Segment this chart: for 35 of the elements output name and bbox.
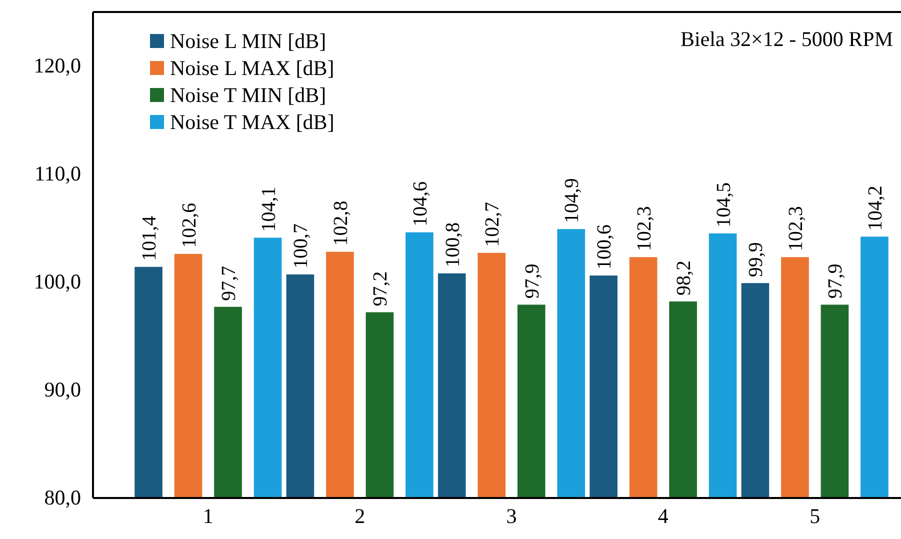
data-label: 100,7 [290,223,312,268]
data-label: 101,4 [138,216,161,261]
data-label: 102,3 [784,206,807,252]
data-label: 104,2 [864,186,886,231]
data-label: 102,6 [178,202,200,248]
x-tick-label: 3 [506,504,517,528]
data-label: 104,1 [258,186,280,232]
data-label: 97,9 [824,264,847,299]
legend-label: Noise L MIN [dB] [170,29,326,53]
data-label: 97,2 [370,271,392,306]
data-label: 97,7 [218,266,240,301]
data-label: 104,5 [712,182,735,228]
data-label: 100,6 [594,224,616,270]
data-label: 102,3 [633,206,656,252]
y-tick-label: 80,0 [44,486,81,510]
x-tick-label: 5 [810,504,820,528]
data-label: 99,9 [745,242,768,278]
data-label: 102,8 [330,200,352,246]
x-tick-label: 4 [658,504,669,528]
x-tick-label: 2 [354,504,366,528]
y-tick-label: 120,0 [34,54,81,78]
data-label: 102,7 [482,202,504,247]
y-tick-label: 100,0 [34,270,81,294]
data-label: 104,6 [409,181,432,226]
x-tick-label: 1 [202,504,214,528]
data-label: 98,2 [673,260,696,296]
annotation: Biela 32×12 - 5000 RPM [680,27,894,51]
legend-label: Noise T MIN [dB] [170,83,326,107]
legend-label: Noise T MAX [dB] [170,110,334,134]
legend-label: Noise L MAX [dB] [170,56,334,80]
y-tick-label: 110,0 [34,162,81,186]
data-label: 100,8 [442,222,464,268]
y-tick-label: 90,0 [44,378,81,402]
data-label: 97,9 [521,264,544,299]
data-label: 104,9 [561,178,584,224]
